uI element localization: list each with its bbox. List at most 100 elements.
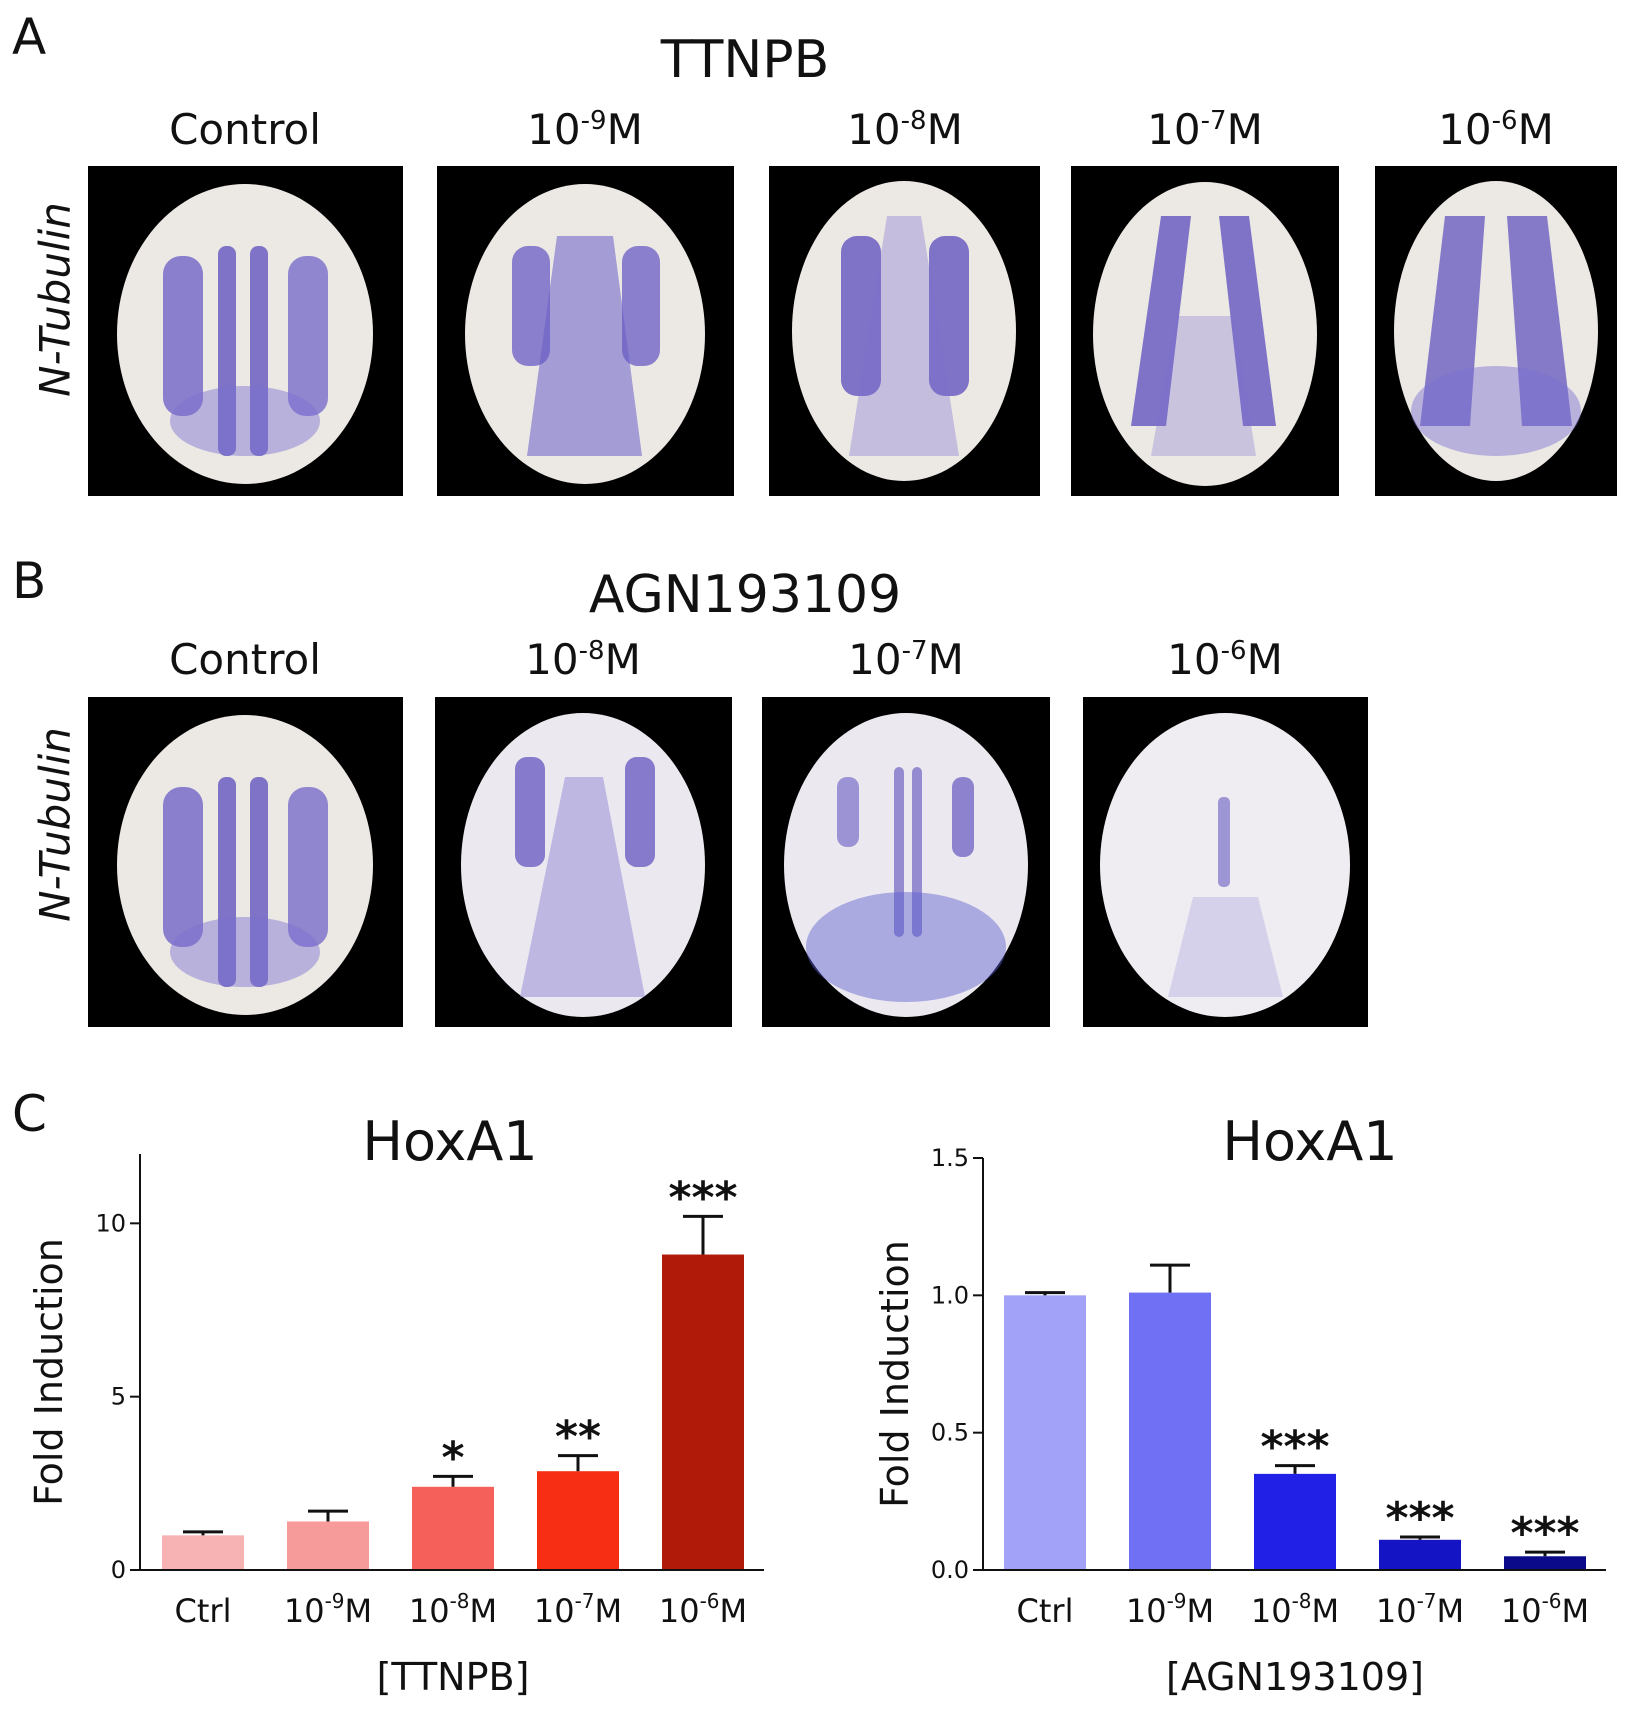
col-label-unit: M [604,635,641,684]
x-tick-unit: M [1562,1592,1590,1630]
bar [662,1254,744,1570]
col-label-exponent: -6 [1491,106,1518,136]
x-tick-base: Ctrl [175,1592,232,1630]
x-tick-unit: M [1437,1592,1465,1630]
x-tick-label: 10-9M [284,1589,372,1630]
x-tick-base: 10 [1126,1592,1167,1630]
embryo-image [117,715,373,1015]
embryo-image [465,184,705,484]
col-label-exponent: -6 [1220,636,1247,666]
bar [1379,1539,1461,1570]
x-tick-label: 10-8M [1251,1589,1339,1630]
x-tick-label: 10-8M [409,1589,497,1630]
col-label-base: 10 [525,635,579,684]
x-tick-unit: M [720,1592,748,1630]
significance-marker: * [441,1432,464,1483]
col-label-unit: M [926,105,963,154]
panel-b-col-label: Control [85,635,405,684]
panel-b-col-label: 10-6M [1065,635,1385,684]
panel-c-letter: C [12,1085,47,1143]
x-tick-base: 10 [1376,1592,1417,1630]
chart-title: HoxA1 [1222,1110,1397,1173]
x-axis-label: [AGN193109] [1166,1655,1424,1699]
x-tick-label: Ctrl [1017,1592,1074,1630]
x-tick-exponent: -6 [1542,1589,1562,1613]
x-tick-label: 10-6M [659,1589,747,1630]
col-label-exponent: -7 [901,636,928,666]
x-tick-unit: M [1312,1592,1340,1630]
y-axis-label: Fold Induction [873,1240,917,1508]
panel-a-title: TTNPB [660,30,830,90]
panel-a-col-label: 10-7M [1045,105,1365,154]
panel-a-image-1e-8 [769,166,1040,496]
bar [162,1535,244,1570]
y-tick-label: 5 [111,1383,126,1411]
significance-marker: *** [668,1172,737,1223]
x-tick-label: 10-6M [1501,1589,1589,1630]
col-label-unit: M [1517,105,1554,154]
x-tick-unit: M [470,1592,498,1630]
significance-marker: *** [1260,1422,1329,1473]
bar [1504,1556,1586,1570]
x-tick-unit: M [1187,1592,1215,1630]
x-tick-exponent: -7 [575,1589,595,1613]
y-tick-label: 1.0 [931,1281,969,1309]
col-label-exponent: -7 [1200,106,1227,136]
x-tick-exponent: -8 [450,1589,470,1613]
x-tick-label: 10-7M [534,1589,622,1630]
panel-b-image-1e-8 [435,697,732,1027]
col-label-base: 10 [1167,635,1221,684]
y-tick-label: 0.5 [931,1419,969,1447]
x-tick-base: 10 [1501,1592,1542,1630]
col-label-unit: M [927,635,964,684]
col-label-base: Control [169,105,321,154]
col-label-base: 10 [1438,105,1492,154]
col-label-base: 10 [847,105,901,154]
panel-a-col-label: Control [85,105,405,154]
bar [1129,1292,1211,1570]
col-label-unit: M [1226,105,1263,154]
panel-b-col-label: 10-7M [746,635,1066,684]
panel-a-col-label: 10-8M [745,105,1065,154]
panel-a-col-label: 10-9M [425,105,745,154]
embryo-image [792,181,1016,481]
y-tick-label: 1.5 [931,1144,969,1172]
y-tick-label: 10 [95,1209,126,1237]
x-tick-label: 10-9M [1126,1589,1214,1630]
x-tick-unit: M [595,1592,623,1630]
panel-b-image-1e-6 [1083,697,1368,1027]
x-axis-label: [TTNPB] [377,1655,530,1699]
panel-b-col-label: 10-8M [423,635,743,684]
embryo-image [1093,182,1317,486]
panel-b-letter: B [12,552,47,610]
x-tick-base: 10 [409,1592,450,1630]
col-label-base: 10 [848,635,902,684]
col-label-base: 10 [1147,105,1201,154]
x-tick-unit: M [345,1592,373,1630]
panel-a-image-control [88,166,403,496]
bar [287,1521,369,1570]
x-tick-exponent: -8 [1292,1589,1312,1613]
panel-a-image-1e-6 [1375,166,1617,496]
panel-a-row-label: N-Tubulin [30,202,80,397]
panel-b-title: AGN193109 [588,565,902,625]
panel-b-image-control [88,697,403,1027]
embryo-image [117,184,373,484]
x-tick-base: 10 [1251,1592,1292,1630]
y-tick-label: 0 [111,1556,126,1584]
embryo-image [784,713,1028,1017]
significance-marker: *** [1510,1508,1579,1559]
panel-b-row-label: N-Tubulin [30,727,80,922]
x-tick-exponent: -9 [325,1589,345,1613]
x-tick-exponent: -7 [1417,1589,1437,1613]
y-axis-label: Fold Induction [27,1238,71,1506]
col-label-base: Control [169,635,321,684]
col-label-unit: M [606,105,643,154]
panel-a-letter: A [12,8,47,66]
col-label-base: 10 [527,105,581,154]
x-tick-label: Ctrl [175,1592,232,1630]
x-tick-base: 10 [659,1592,700,1630]
significance-marker: ** [555,1412,601,1463]
